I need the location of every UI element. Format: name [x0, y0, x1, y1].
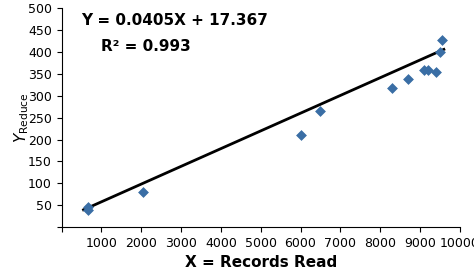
Point: [424, 68, 432, 73]
Point: [436, 50, 444, 54]
Point: [84, 205, 91, 210]
Point: [388, 86, 396, 90]
Text: R² = 0.993: R² = 0.993: [101, 39, 191, 54]
Point: [84, 207, 91, 212]
Point: [432, 70, 440, 74]
Text: Y = 0.0405X + 17.367: Y = 0.0405X + 17.367: [82, 13, 268, 28]
Text: $Y_{\mathrm{Reduce}}$: $Y_{\mathrm{Reduce}}$: [12, 92, 31, 143]
Point: [404, 77, 412, 81]
Point: [139, 190, 147, 194]
Point: [438, 38, 446, 42]
Point: [297, 133, 304, 137]
Point: [420, 67, 428, 72]
Point: [317, 109, 324, 113]
X-axis label: X = Records Read: X = Records Read: [184, 255, 337, 270]
